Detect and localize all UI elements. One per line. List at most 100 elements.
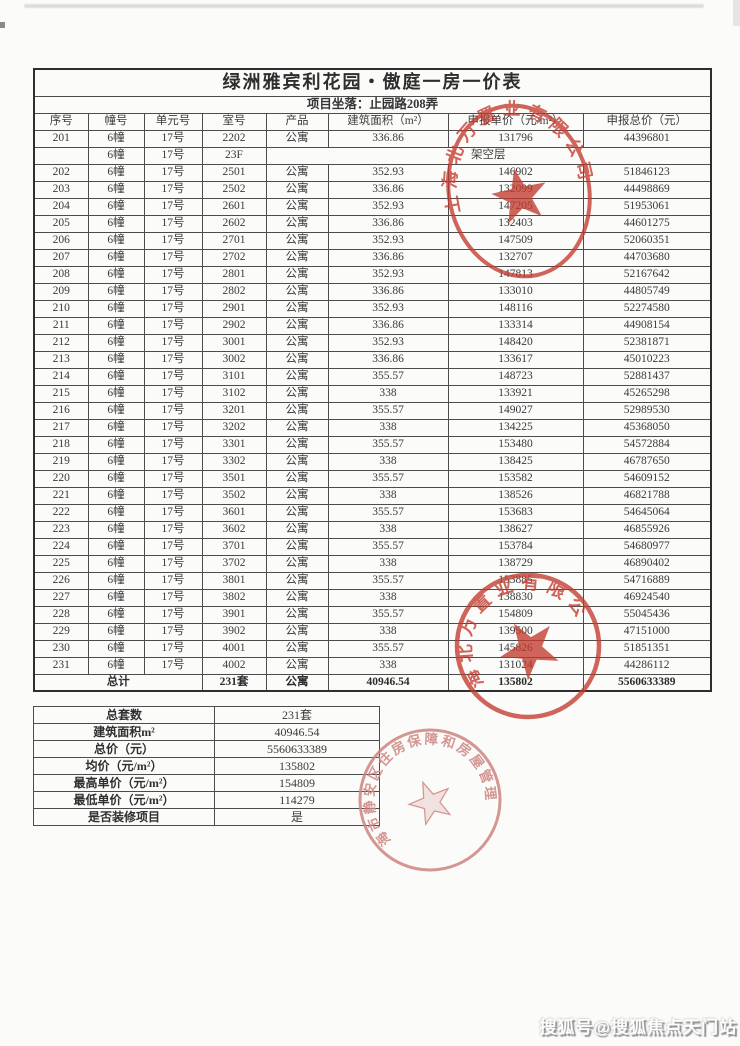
table-cell: 17号 <box>143 486 203 505</box>
table-row: 215 6幢 17号 3102 公寓 338 133921 45265298 <box>33 384 712 403</box>
table-cell: 205 <box>33 214 89 233</box>
table-cell: 6幢 <box>87 452 145 471</box>
table-cell: 6幢 <box>87 367 145 386</box>
table-cell: 149027 <box>447 401 584 420</box>
table-cell: 352.93 <box>327 231 449 250</box>
table-cell: 131024 <box>447 656 584 675</box>
table-cell: 3501 <box>201 469 267 488</box>
table-cell: 226 <box>33 571 89 590</box>
table-cell: 17号 <box>143 350 203 369</box>
table-cell: 338 <box>327 486 449 505</box>
table-cell: 355.57 <box>327 571 449 590</box>
table-cell: 总计 <box>33 673 203 692</box>
table-cell: 6幢 <box>87 401 145 420</box>
column-header: 序号 <box>33 112 89 131</box>
table-cell: 6幢 <box>87 520 145 539</box>
table-cell: 133010 <box>447 282 584 301</box>
table-cell: 5560633389 <box>582 673 712 692</box>
table-cell: 4001 <box>201 639 267 658</box>
table-cell: 公寓 <box>265 333 329 352</box>
table-cell: 44805749 <box>582 282 712 301</box>
table-cell: 6幢 <box>87 384 145 403</box>
table-row: 209 6幢 17号 2802 公寓 336.86 133010 44805749 <box>33 282 712 301</box>
table-cell: 47151000 <box>582 622 712 641</box>
table-cell: 2702 <box>201 248 267 267</box>
table-cell: 218 <box>33 435 89 454</box>
table-row: 218 6幢 17号 3301 公寓 355.57 153480 54572884 <box>33 435 712 454</box>
table-cell: 228 <box>33 605 89 624</box>
table-cell: 4002 <box>201 656 267 675</box>
table-cell: 54645064 <box>582 503 712 522</box>
table-cell: 146902 <box>447 163 584 182</box>
table-cell: 230 <box>33 639 89 658</box>
table-cell: 17号 <box>143 316 203 335</box>
table-cell: 147509 <box>447 231 584 250</box>
table-cell: 公寓 <box>265 503 329 522</box>
table-cell: 17号 <box>143 197 203 216</box>
table-cell: 44908154 <box>582 316 712 335</box>
table-cell: 138830 <box>447 588 584 607</box>
table-cell: 202 <box>33 163 89 182</box>
table-row: 201 6幢 17号 2202 公寓 336.86 131796 44396801 <box>33 129 712 148</box>
table-cell: 231套 <box>201 673 267 692</box>
table-cell: 213 <box>33 350 89 369</box>
table-row: 203 6幢 17号 2502 公寓 336.86 132099 44498869 <box>33 180 712 199</box>
table-cell: 338 <box>327 656 449 675</box>
table-cell: 公寓 <box>265 418 329 437</box>
table-cell: 3802 <box>201 588 267 607</box>
table-row: 222 6幢 17号 3601 公寓 355.57 153683 54645064 <box>33 503 712 522</box>
table-cell: 46924540 <box>582 588 712 607</box>
table-cell: 17号 <box>143 537 203 556</box>
table-cell: 3601 <box>201 503 267 522</box>
table-row: 229 6幢 17号 3902 公寓 338 139500 47151000 <box>33 622 712 641</box>
table-cell: 3002 <box>201 350 267 369</box>
table-cell: 231 <box>33 656 89 675</box>
table-cell: 338 <box>327 588 449 607</box>
column-header: 申报总价（元） <box>582 112 712 131</box>
table-cell: 6幢 <box>87 486 145 505</box>
table-row: 最高单价（元/m²） 154809 <box>33 774 380 792</box>
table-cell: 是 <box>214 808 380 826</box>
table-cell: 公寓 <box>265 486 329 505</box>
table-cell: 154809 <box>447 605 584 624</box>
column-header-row: 序号 幢号 单元号 室号 产品 建筑面积（m²） 申报单价（元/m²） 申报总价（元） <box>33 112 712 131</box>
column-header: 单元号 <box>143 112 203 131</box>
scan-artifact-edge <box>733 0 740 26</box>
table-cell: 3902 <box>201 622 267 641</box>
table-cell: 52274580 <box>582 299 712 318</box>
table-cell: 6幢 <box>87 299 145 318</box>
table-cell: 公寓 <box>265 180 329 199</box>
table-cell: 公寓 <box>265 350 329 369</box>
table-cell <box>33 146 89 165</box>
table-cell: 55045436 <box>582 605 712 624</box>
table-cell: 206 <box>33 231 89 250</box>
table-cell: 17号 <box>143 554 203 573</box>
table-cell: 17号 <box>143 605 203 624</box>
table-cell: 338 <box>327 452 449 471</box>
table-title-row: 绿洲雅宾利花园・傲庭一房一价表 <box>33 68 712 97</box>
table-cell: 132707 <box>447 248 584 267</box>
table-cell: 45265298 <box>582 384 712 403</box>
table-row: 总套数 231套 <box>33 706 380 724</box>
column-header: 室号 <box>201 112 267 131</box>
table-cell: 公寓 <box>265 520 329 539</box>
table-cell: 336.86 <box>327 214 449 233</box>
table-cell: 公寓 <box>265 605 329 624</box>
table-row: 220 6幢 17号 3501 公寓 355.57 153582 54609152 <box>33 469 712 488</box>
table-cell: 17号 <box>143 435 203 454</box>
table-cell: 52989530 <box>582 401 712 420</box>
table-cell: 355.57 <box>327 639 449 658</box>
table-cell: 17号 <box>143 622 203 641</box>
table-cell: 52881437 <box>582 367 712 386</box>
table-cell: 公寓 <box>265 367 329 386</box>
table-cell: 44396801 <box>582 129 712 148</box>
table-cell: 44703680 <box>582 248 712 267</box>
table-cell: 338 <box>327 622 449 641</box>
table-cell: 153480 <box>447 435 584 454</box>
table-row: 228 6幢 17号 3901 公寓 355.57 154809 55045436 <box>33 605 712 624</box>
table-cell: 6幢 <box>87 282 145 301</box>
table-cell: 公寓 <box>265 214 329 233</box>
table-cell: 40946.54 <box>327 673 449 692</box>
table-cell: 131796 <box>447 129 584 148</box>
